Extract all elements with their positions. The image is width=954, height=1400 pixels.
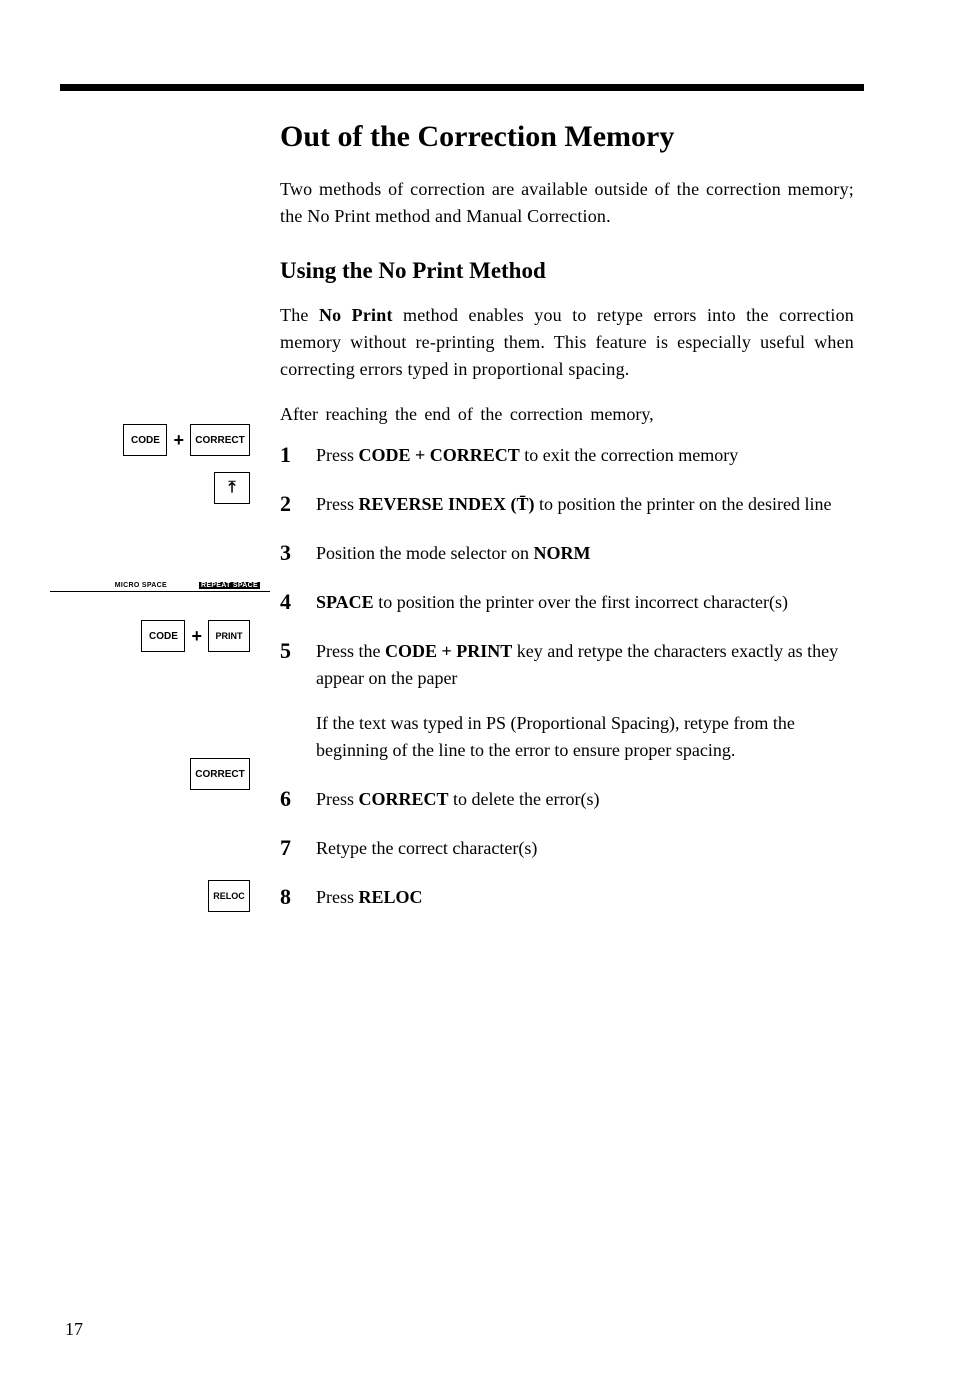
micro-space-text: MICRO SPACE <box>115 582 167 589</box>
step-text-2: Press REVERSE INDEX (T̄) to position the… <box>316 491 854 518</box>
method-paragraph: The No Print method enables you to retyp… <box>280 302 854 383</box>
s8-b: RELOC <box>359 887 423 907</box>
keycol-step6: CORRECT <box>60 758 260 804</box>
key-correct: CORRECT <box>190 424 250 456</box>
keycol-step1: CODE + CORRECT <box>60 424 260 470</box>
step-text-3: Position the mode selector on NORM <box>316 540 854 567</box>
intro-paragraph: Two methods of correction are available … <box>280 176 854 230</box>
keycol-step2: ⤒ <box>60 472 260 518</box>
s1-b: CODE + CORRECT <box>359 445 520 465</box>
s5-pre: Press the <box>316 641 385 661</box>
keyrow-code-print: CODE + PRINT <box>60 620 260 652</box>
s8-pre: Press <box>316 887 359 907</box>
step-5-extra: If the text was typed in PS (Proportiona… <box>316 710 854 764</box>
s6-pre: Press <box>316 789 359 809</box>
key-correct-2: CORRECT <box>190 758 250 790</box>
keyrow-reloc: RELOC <box>60 880 260 912</box>
step-text-6: Press CORRECT to delete the error(s) <box>316 786 854 813</box>
step-text-4: SPACE to position the printer over the f… <box>316 589 854 616</box>
keyrow-revindex: ⤒ <box>60 472 260 504</box>
spacebar-line <box>50 591 270 592</box>
step-num-3: 3 <box>280 540 298 566</box>
step-num-8: 8 <box>280 884 298 910</box>
step-num-4: 4 <box>280 589 298 615</box>
step-num-6: 6 <box>280 786 298 812</box>
step-num-7: 7 <box>280 835 298 861</box>
s4-post: to position the printer over the first i… <box>374 592 788 612</box>
s2-pre: Press <box>316 494 359 514</box>
key-reloc: RELOC <box>208 880 250 912</box>
key-code: CODE <box>123 424 167 456</box>
step-2: 2 Press REVERSE INDEX (T̄) to position t… <box>280 491 854 518</box>
s6-b: CORRECT <box>359 789 449 809</box>
keycol-step4: MICRO SPACE REPEAT SPACE <box>50 582 270 592</box>
micro-space-label: MICRO SPACE <box>115 582 167 589</box>
para1-pre: The <box>280 305 319 325</box>
key-code-2: CODE <box>141 620 185 652</box>
s5-b: CODE + PRINT <box>385 641 512 661</box>
step-3: 3 Position the mode selector on NORM <box>280 540 854 567</box>
s3-pre: Position the mode selector on <box>316 543 533 563</box>
plus-icon: + <box>173 430 184 451</box>
content-column: Out of the Correction Memory Two methods… <box>280 80 854 911</box>
step-1: 1 Press CODE + CORRECT to exit the corre… <box>280 442 854 469</box>
step-text-5: Press the CODE + PRINT key and retype th… <box>316 638 854 764</box>
s6-post: to delete the error(s) <box>449 789 600 809</box>
step-num-1: 1 <box>280 442 298 468</box>
key-print: PRINT <box>208 620 250 652</box>
s4-b: SPACE <box>316 592 374 612</box>
s1-post: to exit the correction memory <box>520 445 738 465</box>
keycol-step8: RELOC <box>60 880 260 926</box>
repeat-space-label: REPEAT SPACE <box>199 582 260 589</box>
para1-bold: No Print <box>319 305 393 325</box>
step-text-1: Press CODE + CORRECT to exit the correct… <box>316 442 854 469</box>
step-text-7: Retype the correct character(s) <box>316 835 854 862</box>
section-subtitle: Using the No Print Method <box>280 258 854 284</box>
s2-post: to position the printer on the desired l… <box>535 494 832 514</box>
step-5: 5 Press the CODE + PRINT key and retype … <box>280 638 854 764</box>
step-4: 4 SPACE to position the printer over the… <box>280 589 854 616</box>
page-number: 17 <box>65 1319 83 1340</box>
step-text-8: Press RELOC <box>316 884 854 911</box>
spacebar-illustration: MICRO SPACE REPEAT SPACE <box>50 582 270 589</box>
keyrow-code-correct: CODE + CORRECT <box>60 424 260 456</box>
lead-line: After reaching the end of the correction… <box>280 401 854 428</box>
step-num-5: 5 <box>280 638 298 664</box>
step-8: 8 Press RELOC <box>280 884 854 911</box>
page: CODE + CORRECT ⤒ MICRO SPACE REPEAT SPAC… <box>0 0 954 1400</box>
s3-b: NORM <box>533 543 590 563</box>
step-7: 7 Retype the correct character(s) <box>280 835 854 862</box>
top-rule <box>60 84 864 91</box>
s2-b: REVERSE INDEX (T̄) <box>359 494 535 514</box>
steps-list: 1 Press CODE + CORRECT to exit the corre… <box>280 442 854 911</box>
page-title: Out of the Correction Memory <box>280 120 854 154</box>
keyrow-correct: CORRECT <box>60 758 260 790</box>
repeat-space-text: REPEAT SPACE <box>199 582 260 589</box>
step-num-2: 2 <box>280 491 298 517</box>
keycol-step5: CODE + PRINT <box>60 620 260 666</box>
s1-pre: Press <box>316 445 359 465</box>
step-6: 6 Press CORRECT to delete the error(s) <box>280 786 854 813</box>
plus-icon-2: + <box>191 626 202 647</box>
key-reverse-index: ⤒ <box>214 472 250 504</box>
